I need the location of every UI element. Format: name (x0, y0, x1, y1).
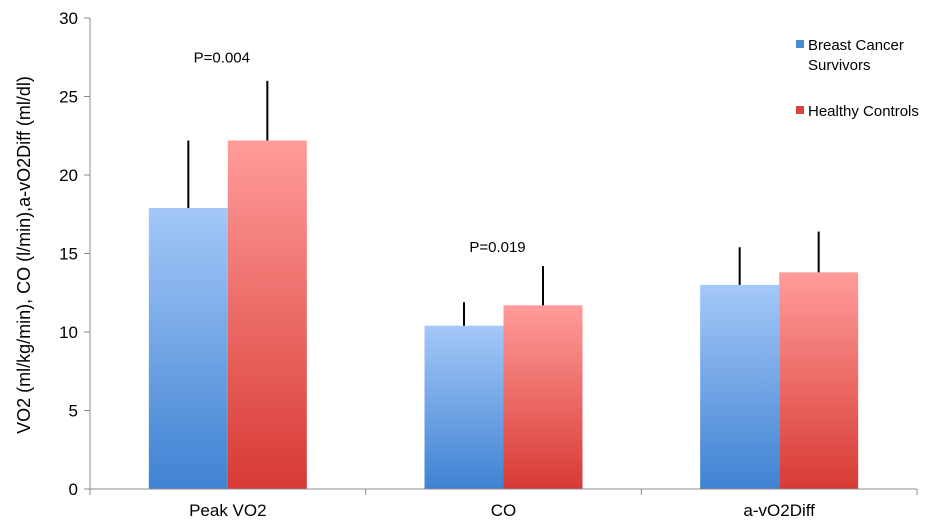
bar-healthy-controls-co (503, 305, 583, 489)
y-ticks: 0 5 10 15 20 25 30 (59, 9, 90, 499)
error-bars (187, 80, 820, 326)
x-category-label-a-vo2diff: a-vO2Diff (743, 501, 815, 520)
bar-breast-cancer-survivors-a-vo2diff (700, 284, 780, 489)
annotations: P=0.004 P=0.019 (194, 49, 526, 256)
bar-healthy-controls-peak-vo2 (227, 140, 307, 489)
bar-healthy-controls-a-vo2diff (779, 272, 859, 489)
bars (148, 140, 859, 489)
bar-breast-cancer-survivors-co (424, 325, 504, 489)
p-value-annotation-co: P=0.019 (469, 239, 525, 256)
y-tick-label-25: 25 (59, 88, 78, 107)
y-tick-label-15: 15 (59, 245, 78, 264)
y-tick-label-10: 10 (59, 323, 78, 342)
y-tick-label-5: 5 (69, 402, 78, 421)
x-category-label-co: CO (491, 501, 517, 520)
x-categories: Peak VO2 CO a-vO2Diff (89, 489, 918, 520)
bar-breast-cancer-survivors-peak-vo2 (148, 207, 228, 489)
y-tick-label-30: 30 (59, 9, 78, 28)
x-category-label-peak-vo2: Peak VO2 (189, 501, 267, 520)
y-axis-label: VO2 (ml/kg/min), CO (l/min),a-vO2Diff (m… (14, 76, 34, 434)
legend-label-healthy-controls: Healthy Controls (808, 103, 919, 120)
p-value-annotation-peak-vo2: P=0.004 (194, 49, 250, 66)
legend: Breast Cancer Survivors Healthy Controls (796, 37, 919, 120)
legend-swatch-healthy-controls (796, 106, 804, 114)
legend-swatch-breast-cancer-survivors (796, 40, 804, 48)
y-tick-label-20: 20 (59, 166, 78, 185)
legend-label-breast-cancer-survivors-line2: Survivors (808, 57, 871, 74)
legend-label-breast-cancer-survivors-line1: Breast Cancer (808, 37, 904, 54)
y-tick-label-0: 0 (69, 480, 78, 499)
